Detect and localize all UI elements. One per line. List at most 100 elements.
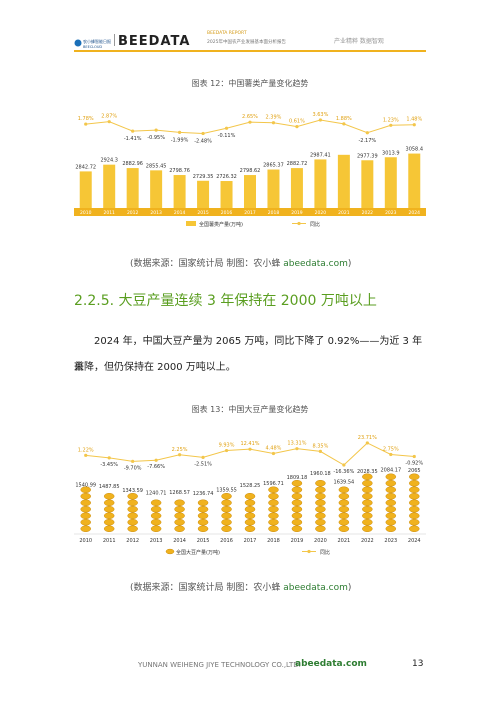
x-tick-label: 2014 [173, 538, 186, 544]
legend-swatch-bar [186, 221, 196, 226]
source-link[interactable]: abeedata.com [283, 259, 348, 269]
bean-icon [268, 486, 279, 493]
bean-icon [197, 499, 209, 506]
x-tick-label: 2021 [337, 538, 350, 544]
source-link[interactable]: abeedata.com [283, 583, 348, 593]
bean-icon [80, 512, 91, 519]
legend-label-line: 同比 [320, 549, 330, 556]
bean-icon [221, 525, 232, 532]
x-tick-label: 2020 [315, 210, 327, 216]
yoy-label: 12.41% [240, 441, 259, 447]
bean-icon [291, 512, 303, 519]
bar [220, 181, 233, 208]
bean-icon [103, 499, 115, 506]
bean-icon [385, 493, 397, 500]
bean-icon [174, 499, 185, 506]
yoy-point [389, 123, 393, 127]
x-tick-label: 2024 [408, 538, 421, 544]
bean-icon [291, 506, 303, 513]
figure-13-source: (数据来源：国家统计局 制图：农小蜂 abeedata.com) [130, 580, 351, 593]
bean-icon [221, 493, 232, 500]
soybean-production-chart: 1540.99 2010 1487.85 2011 1343.59 2012 1240.71… [74, 435, 426, 556]
bar-value-label: 2855.45 [146, 163, 167, 169]
bar-value-label: 1809.18 [287, 475, 308, 481]
bean-icon [268, 519, 279, 526]
yoy-point [318, 449, 322, 454]
bean-icon [244, 525, 256, 532]
bean-icon [80, 486, 91, 493]
brand-name: BEEDATA [118, 34, 191, 49]
bean-icon [80, 519, 91, 526]
bean-icon [80, 506, 91, 513]
yoy-point [84, 453, 88, 457]
yoy-label: 1.23% [383, 117, 399, 123]
bar-value-label: 2924.3 [100, 158, 118, 164]
bean-icon [221, 512, 232, 519]
logo-text: 农小蜂智能日报 [83, 38, 111, 44]
bar-value-label: 1268.57 [169, 490, 190, 496]
yoy-point [365, 441, 369, 445]
bean-icon [315, 486, 326, 493]
bean-icon [315, 506, 326, 513]
bean-icon [315, 499, 326, 506]
bean-icon [268, 525, 279, 532]
bar-value-label: 2798.76 [169, 168, 190, 174]
bean-icon [268, 506, 279, 513]
x-tick-label: 2016 [220, 538, 233, 544]
x-tick-label: 2022 [362, 210, 374, 216]
bar-value-label: 1960.18 [310, 471, 331, 477]
bean-icon [315, 519, 326, 526]
footer-company: YUNNAN WEIHENG JIYE TECHNOLOGY CO.,LTD. [138, 661, 301, 669]
bean-icon [338, 486, 350, 493]
bar [150, 170, 163, 208]
bean-icon [244, 512, 256, 519]
yoy-point [178, 453, 182, 457]
yoy-point [248, 447, 252, 451]
yoy-point [271, 451, 276, 456]
bean-icon [409, 499, 420, 506]
bean-icon [385, 480, 397, 487]
yoy-point [271, 121, 276, 125]
bean-icon [150, 499, 162, 506]
yoy-point [131, 459, 135, 463]
bean-icon [174, 512, 185, 519]
bar [361, 160, 374, 208]
bean-icon [385, 499, 397, 506]
bean-icon [385, 473, 397, 480]
bar-value-label: 3013.9 [382, 150, 400, 156]
legend-label-bar: 全国薯类产量(万吨) [199, 221, 243, 228]
x-tick-label: 2020 [314, 538, 327, 544]
yoy-label: -7.66% [147, 464, 165, 470]
bean-icon [409, 486, 420, 493]
logo-mark-icon [74, 39, 82, 47]
figure-12-source: (数据来源：国家统计局 制图：农小蜂 abeedata.com) [130, 256, 351, 269]
bean-icon [127, 512, 138, 519]
x-tick-label: 2018 [267, 538, 280, 544]
bar [314, 159, 327, 208]
bean-icon [268, 493, 279, 500]
bean-icon [409, 473, 420, 480]
bean-icon [103, 512, 115, 519]
source-close: ) [347, 259, 352, 269]
yoy-label: -16.36% [333, 469, 354, 475]
bar [173, 175, 186, 208]
yoy-label: 3.63% [312, 112, 328, 118]
yoy-point [201, 455, 205, 459]
x-tick-label: 2023 [385, 210, 397, 216]
bean-icon [150, 506, 162, 513]
bar-value-label: 1487.85 [99, 484, 120, 490]
x-axis-band [74, 208, 426, 216]
report-title: BEEDATA REPORT [207, 31, 247, 36]
figure-13-title: 图表 13：中国大豆产量变化趋势 [191, 405, 309, 414]
yoy-label: 1.48% [406, 117, 422, 123]
bean-icon [362, 499, 373, 506]
footer-site[interactable]: abeedata.com [295, 659, 367, 669]
bean-icon [127, 506, 138, 513]
header-divider [114, 34, 115, 46]
bar-value-label: 2865.37 [263, 163, 284, 169]
yoy-label: -1.99% [171, 137, 189, 143]
yoy-point [365, 131, 369, 135]
report-subtitle: 2025年中国农产业发展基本面分析报告 [207, 40, 286, 45]
bar-value-label: 1343.59 [122, 488, 143, 494]
x-tick-label: 2013 [150, 538, 163, 544]
